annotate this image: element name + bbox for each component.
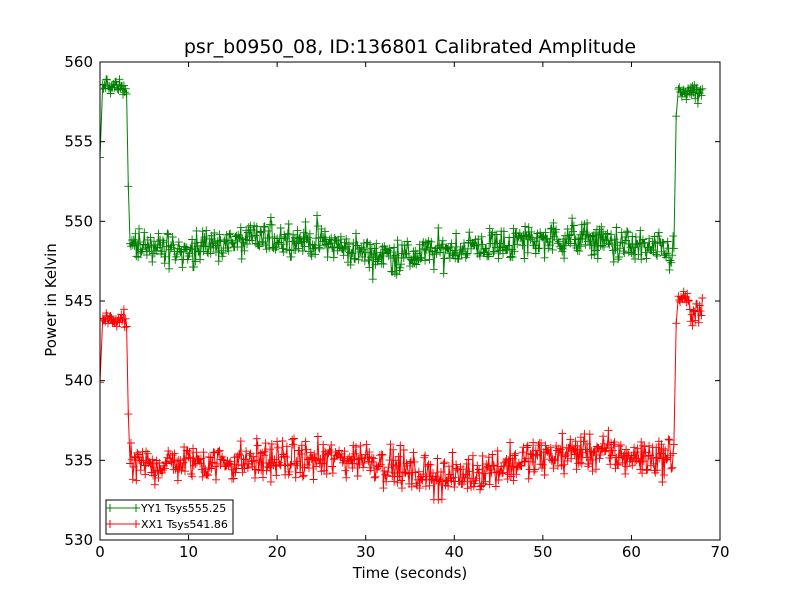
- y-tick-label-1: 535: [64, 451, 93, 469]
- x-axis-label: Time (seconds): [352, 564, 468, 582]
- legend-marker-0-1: [132, 504, 140, 512]
- plot-area: 0 10 20 30 40 50 60 70 530 535 540 545 550 555 560: [64, 53, 729, 561]
- legend: YY1 Tsys555.25 XX1 Tsys541.86: [105, 499, 234, 535]
- series-markers-1: [100, 287, 707, 504]
- x-tick-label-3: 30: [356, 543, 375, 561]
- y-tick-label-3: 545: [64, 292, 93, 310]
- y-tick-label-2: 540: [64, 372, 93, 390]
- y-tick-label-6: 560: [64, 53, 93, 71]
- legend-marker-1-0: [106, 520, 114, 528]
- legend-frame: [105, 499, 234, 535]
- x-tick-label-1: 10: [179, 543, 198, 561]
- series-1: [100, 287, 707, 504]
- legend-label-xx1: XX1 Tsys541.86: [141, 518, 228, 531]
- legend-entry-xx1: XX1 Tsys541.86: [106, 518, 228, 531]
- y-tick-label-0: 530: [64, 531, 93, 549]
- series-0: [100, 75, 707, 284]
- legend-entry-yy1: YY1 Tsys555.25: [106, 502, 226, 515]
- legend-marker-1-1: [132, 520, 140, 528]
- x-tick-label-2: 20: [268, 543, 287, 561]
- series-markers-0: [100, 75, 707, 284]
- x-tick-label-7: 70: [710, 543, 729, 561]
- y-tick-label-4: 550: [64, 212, 93, 230]
- x-tick-label-0: 0: [95, 543, 105, 561]
- x-tick-label-6: 60: [622, 543, 641, 561]
- legend-label-yy1: YY1 Tsys555.25: [140, 502, 226, 515]
- chart-title: psr_b0950_08, ID:136801 Calibrated Ampli…: [184, 36, 636, 58]
- y-tick-label-5: 555: [64, 133, 93, 151]
- x-tick-label-4: 40: [445, 543, 464, 561]
- y-axis-label: Power in Kelvin: [42, 243, 60, 357]
- x-tick-label-5: 50: [533, 543, 552, 561]
- legend-marker-0-0: [106, 504, 114, 512]
